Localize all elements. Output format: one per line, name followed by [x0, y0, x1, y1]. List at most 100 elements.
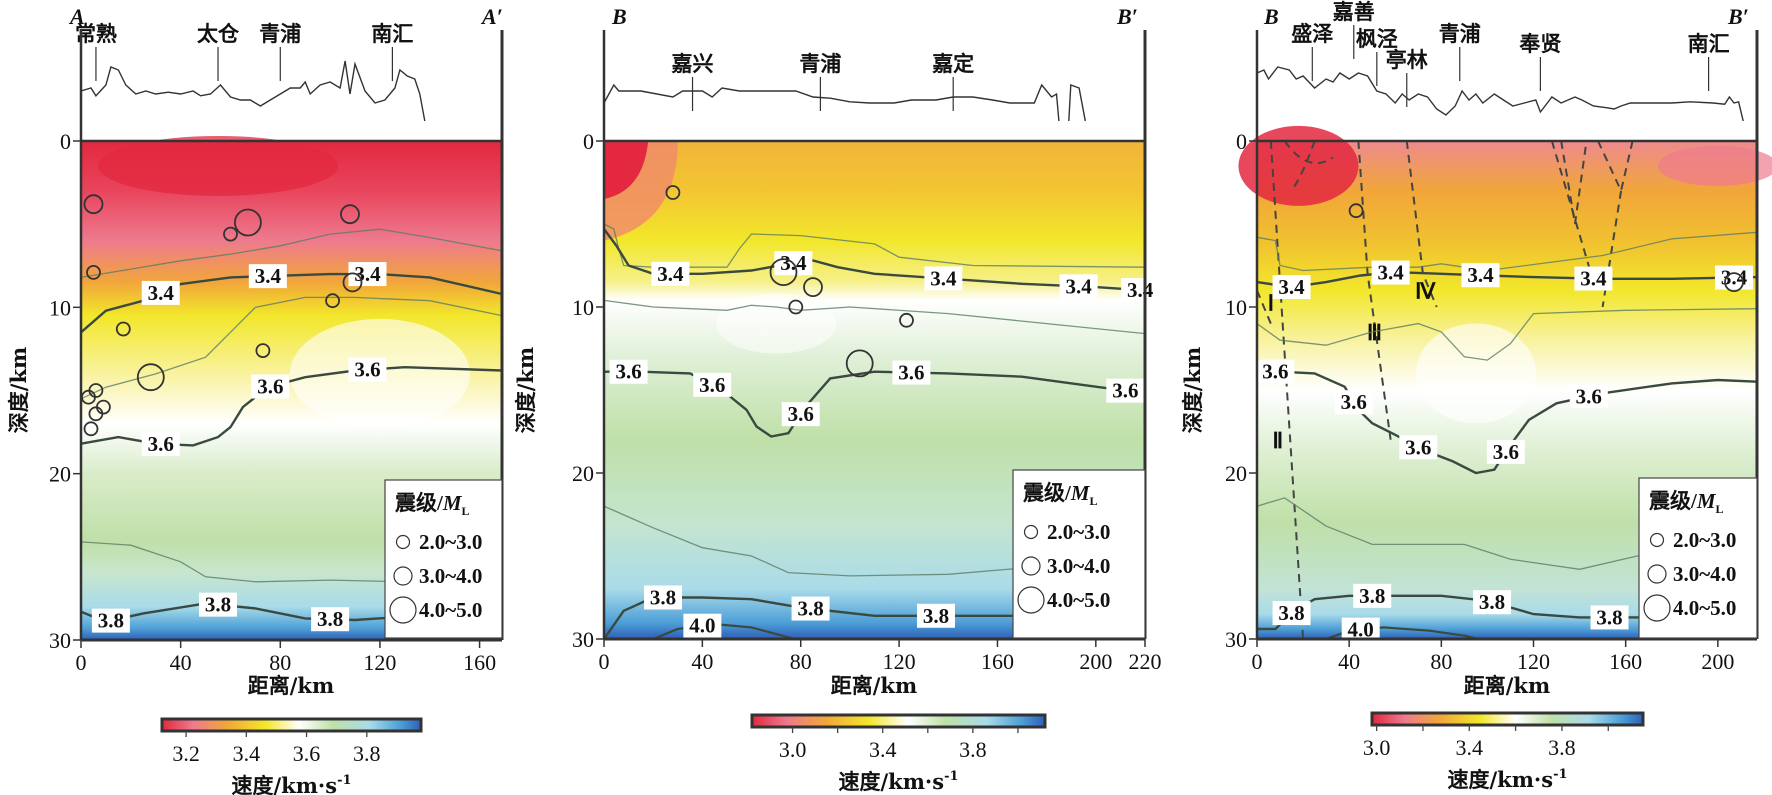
contour-label: 3.6: [898, 361, 924, 385]
y-tick-label: 0: [60, 129, 71, 154]
contour-label: 3.6: [615, 360, 641, 384]
colorbar-label: 速度/km·s-1: [231, 773, 351, 795]
magnitude-legend: 震级/ML 2.0~3.0 3.0~4.0 4.0~5.0: [1012, 469, 1146, 639]
x-tick-label: 220: [1129, 649, 1162, 674]
panel-a-section: 常熟 太仓 青浦 南汇 3.43.4 3.43.63.63.63.83.83.8 010…: [6, 4, 504, 795]
x-tick-label: 80: [790, 649, 812, 674]
low-velocity-anomaly: [1657, 145, 1772, 186]
legend-marker: [1647, 564, 1667, 584]
y-tick-label: 20: [572, 461, 594, 486]
minor-contour-line: [1256, 231, 1758, 272]
town-label: 奉贤: [1518, 31, 1561, 56]
topography-line: [80, 60, 426, 122]
contour-label-bg: [141, 280, 180, 305]
x-axis-label: 距离/km: [248, 673, 334, 698]
legend-entry: 4.0~5.0: [419, 598, 482, 622]
contour-label-bg: [1272, 601, 1311, 626]
contour-label: 3.8: [1596, 605, 1622, 629]
contour-line-3-6: [1257, 370, 1758, 475]
legend-title-subscript: L: [1090, 494, 1098, 508]
earthquake-marker: [88, 383, 104, 398]
legend-marker: [1643, 594, 1671, 622]
fault-line: [1597, 140, 1634, 194]
y-tick-label: 10: [572, 295, 594, 320]
colorbar-tick-label: 3.4: [1456, 735, 1484, 760]
topography-line: [1256, 66, 1744, 122]
contour-line-3-4: [1256, 270, 1758, 289]
y-tick-label: 20: [1225, 461, 1247, 486]
colorbar-tick-label: 3.4: [233, 741, 261, 766]
minor-contour-line: [80, 228, 503, 279]
contour-label-bg: [251, 374, 290, 399]
section-end-label: B′: [1116, 4, 1138, 29]
contour-label: 3.6: [1576, 384, 1602, 408]
y-tick-label: 10: [1225, 295, 1247, 320]
town-label: 亭林: [1386, 47, 1428, 72]
earthquake-marker: [665, 185, 681, 200]
section-end-label: B′: [1727, 4, 1749, 29]
colorbar-gradient: [750, 713, 1047, 729]
x-tick-label: 200: [1079, 649, 1112, 674]
contour-label: 3.4: [1580, 267, 1607, 291]
legend-box: [1012, 469, 1146, 639]
velocity-colorbar: 3.2 3.4 3.6 3.8速度/km·s-1: [160, 717, 423, 795]
contour-label-bg: [1334, 390, 1373, 415]
fault-line: [1290, 140, 1316, 192]
town-label: 南汇: [371, 21, 413, 46]
x-tick-label: 80: [1430, 649, 1452, 674]
magnitude-legend: 震级/ML 2.0~3.0 3.0~4.0 4.0~5.0: [384, 479, 503, 639]
section-start-label: A: [68, 4, 85, 29]
fault-label: Ⅳ: [1415, 279, 1436, 304]
colorbar-tick-label: 3.4: [869, 737, 897, 762]
contour-label-bg: [348, 357, 387, 382]
fault-label: Ⅰ: [1268, 290, 1275, 315]
contour-label: 3.4: [354, 262, 381, 286]
contour-label: 3.8: [98, 609, 124, 633]
x-tick-label: 160: [463, 650, 496, 675]
colorbar-tick-label: 3.8: [353, 741, 381, 766]
contour-label-bg: [916, 603, 955, 628]
contour-label: 3.8: [1359, 584, 1385, 608]
contour-label-bg: [91, 608, 130, 633]
x-tick-label: 40: [1338, 649, 1360, 674]
contour-label: 3.4: [1278, 275, 1305, 299]
earthquake-marker: [342, 272, 363, 293]
minor-contour-line: [1256, 308, 1758, 361]
colorbar-tick-label: 3.0: [779, 737, 807, 762]
contour-label: 3.4: [1378, 261, 1405, 285]
town-label: 青浦: [259, 21, 301, 46]
contour-label-bg: [693, 372, 732, 397]
earthquake-marker: [788, 299, 804, 315]
x-tick-label: 120: [883, 649, 916, 674]
contour-label-bg: [1371, 260, 1410, 285]
earthquake-markers: [1348, 203, 1744, 293]
legend-marker: [1649, 532, 1665, 548]
colorbar-label-text: 速度/km·s: [838, 769, 944, 794]
x-tick-label: 120: [1517, 649, 1550, 674]
contour-lines: 3.4 3.4 3.4 3.6 3.6 3.6 3.8 3.8 3.8: [80, 228, 503, 633]
contour-label: 3.8: [923, 604, 949, 628]
contour-label: 3.4: [657, 262, 684, 286]
contour-label: 3.4: [255, 264, 282, 288]
contour-label: 3.4: [1127, 278, 1154, 302]
contour-label: 3.8: [1479, 590, 1505, 614]
contour-label-bg: [1473, 590, 1512, 615]
colorbar-tick-label: 3.8: [1548, 735, 1576, 760]
contour-lines: 3.4 3.4 3.4 3.4 3.4 3.6 3.6 3.6 3.6 3.6 3.8 3.8 3.8 3…: [1256, 231, 1758, 642]
y-axis-label: 深度/km: [1180, 347, 1205, 433]
contour-label-bg: [683, 613, 722, 638]
low-velocity-anomaly: [98, 135, 339, 196]
y-tick-label: 10: [49, 295, 71, 320]
earthquake-marker: [223, 226, 238, 242]
colorbar-label-exponent: -1: [1553, 767, 1567, 782]
earthquake-marker: [803, 277, 823, 298]
contour-label-bg: [791, 596, 830, 621]
legend-marker: [1023, 524, 1039, 540]
x-tick-label: 160: [981, 649, 1014, 674]
x-tick-label: 0: [76, 650, 87, 675]
legend-entry: 2.0~3.0: [419, 530, 482, 554]
legend-marker: [395, 534, 411, 550]
low-velocity-anomaly: [604, 141, 649, 200]
